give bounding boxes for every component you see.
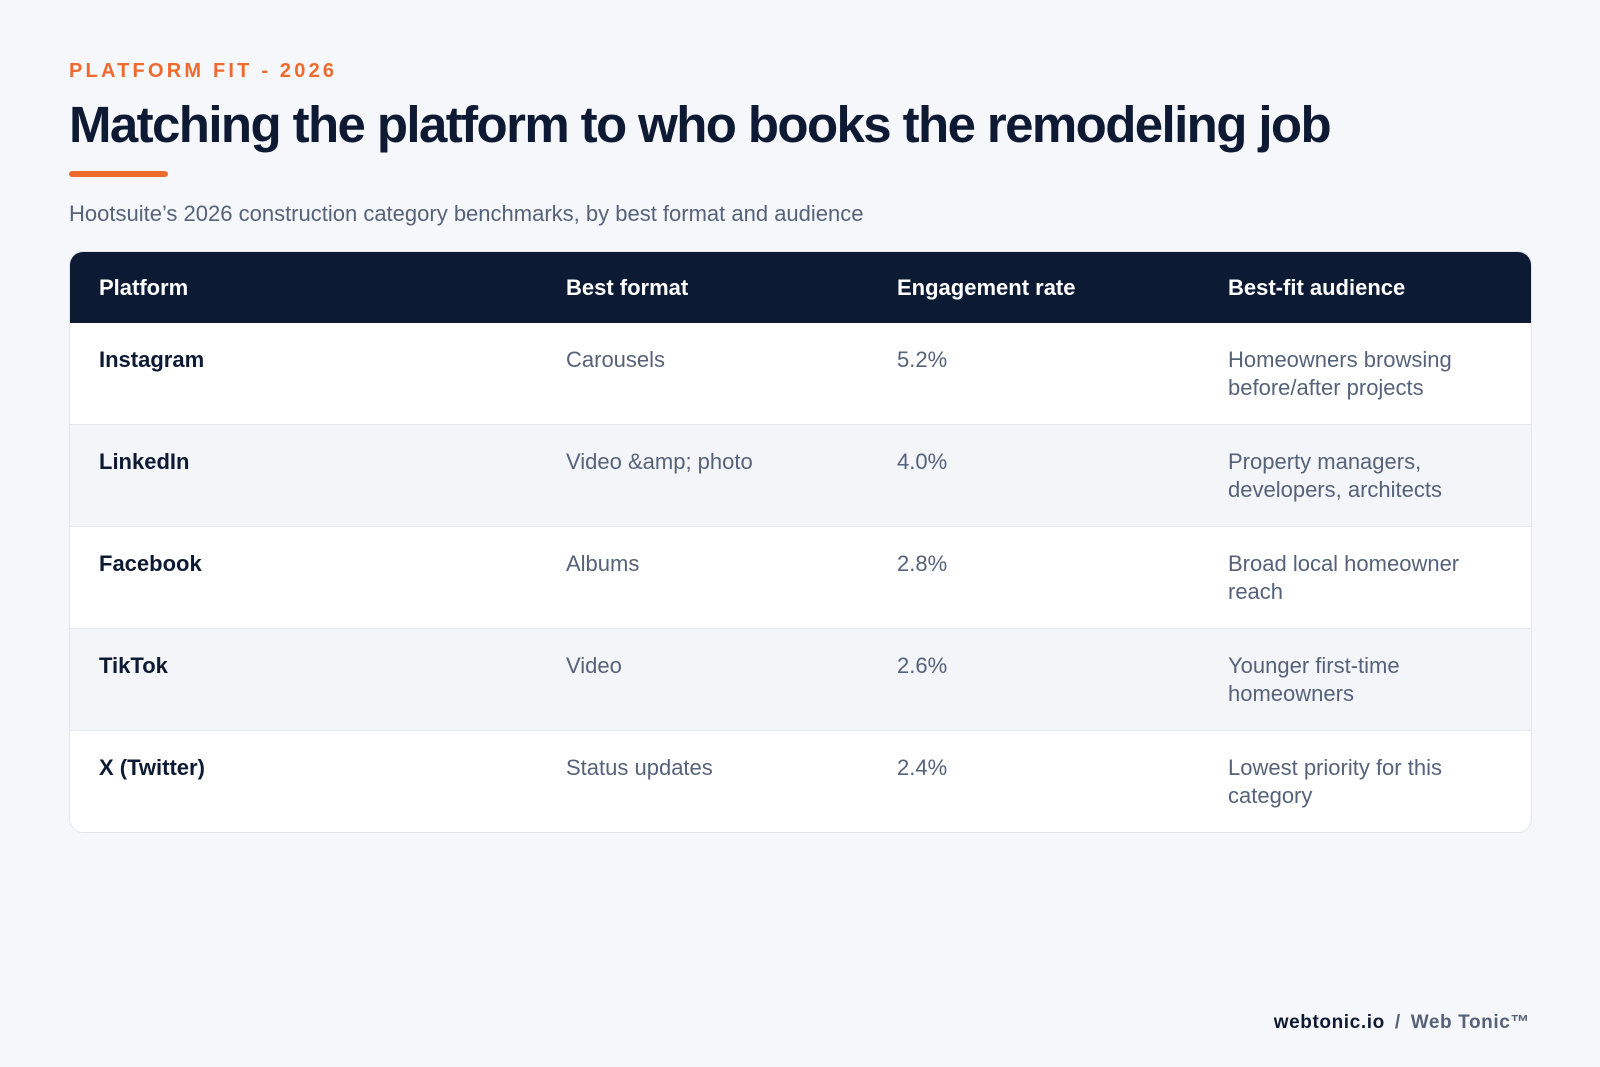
footer-brand: Web Tonic™ (1410, 1012, 1530, 1033)
column-header-best-fit-audience: Best-fit audience (1228, 274, 1406, 300)
table-body: Instagram Carousels 5.2% Homeowners brow… (70, 323, 1531, 832)
table-row: Facebook Albums 2.8% Broad local homeown… (70, 526, 1531, 629)
table-row: Instagram Carousels 5.2% Homeowners brow… (70, 323, 1531, 425)
cell-engagement-rate: 2.8% (868, 526, 1199, 629)
table-header: Platform Best format Engagement rate Bes… (70, 252, 1531, 323)
cell-best-fit-audience: Younger first-time homeowners (1199, 628, 1531, 731)
table-row: X (Twitter) Status updates 2.4% Lowest p… (70, 730, 1531, 832)
cell-best-fit-audience: Property managers, developers, architect… (1199, 424, 1531, 527)
cell-best-fit-audience: Homeowners browsing before/after project… (1228, 347, 1452, 400)
cell-platform: TikTok (70, 628, 537, 731)
footer-separator: / (1394, 1012, 1401, 1033)
cell-best-fit-audience: Lowest priority for this category (1199, 730, 1531, 832)
title-accent-underline (69, 171, 168, 177)
footer-credit: webtonic.io / Web Tonic™ (1274, 1012, 1530, 1034)
eyebrow-label: PLATFORM FIT - 2026 (69, 60, 338, 82)
column-header-engagement-rate: Engagement rate (897, 274, 1076, 300)
page-title: Matching the platform to who books the r… (69, 96, 1332, 153)
cell-best-format: Video &amp; photo (537, 424, 868, 527)
page-content: PLATFORM FIT - 2026 Matching the platfor… (69, 58, 1532, 833)
platform-table: Platform Best format Engagement rate Bes… (70, 252, 1531, 832)
column-header-platform: Platform (99, 274, 189, 300)
platform-table-card: Platform Best format Engagement rate Bes… (69, 251, 1532, 833)
footer-domain: webtonic.io (1273, 1012, 1385, 1033)
cell-engagement-rate: 2.6% (868, 628, 1199, 731)
table-header-row: Platform Best format Engagement rate Bes… (70, 252, 1531, 323)
cell-best-fit-audience: Broad local homeowner reach (1199, 526, 1531, 629)
cell-platform: Facebook (70, 526, 537, 629)
cell-platform: LinkedIn (70, 424, 537, 527)
cell-engagement-rate: 5.2% (897, 347, 948, 372)
cell-platform: X (Twitter) (70, 730, 537, 832)
cell-best-format: Albums (537, 526, 868, 629)
table-row: LinkedIn Video &amp; photo 4.0% Property… (70, 424, 1531, 527)
cell-engagement-rate: 4.0% (868, 424, 1199, 527)
cell-best-format: Carousels (566, 347, 666, 372)
cell-best-format: Status updates (537, 730, 868, 832)
cell-best-format: Video (537, 628, 868, 731)
column-header-best-format: Best format (566, 274, 689, 300)
cell-platform: Instagram (99, 347, 205, 372)
cell-engagement-rate: 2.4% (868, 730, 1199, 832)
page-subtitle: Hootsuite’s 2026 construction category b… (69, 201, 864, 226)
table-row: TikTok Video 2.6% Younger first-time hom… (70, 628, 1531, 731)
